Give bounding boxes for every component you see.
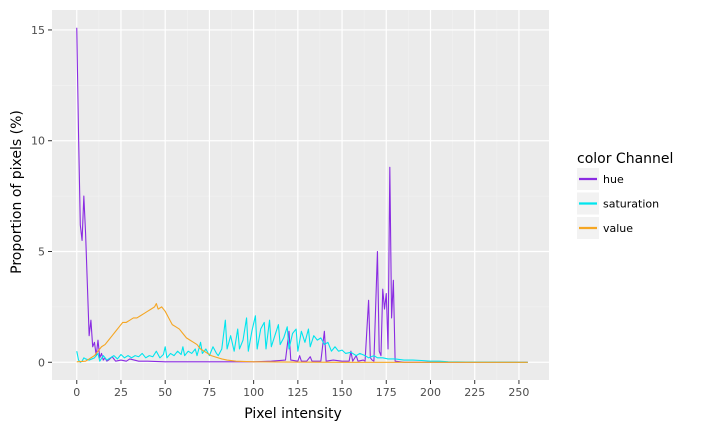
series-line-value — [76, 303, 528, 363]
series-lines — [76, 27, 528, 363]
x-tick-label: 200 — [420, 386, 441, 399]
legend-label-saturation: saturation — [603, 198, 659, 211]
legend-label-value: value — [603, 222, 633, 235]
legend-label-hue: hue — [603, 173, 624, 186]
x-tick-label: 50 — [158, 386, 172, 399]
y-tick-label: 10 — [31, 135, 45, 148]
minor-gridlines — [52, 10, 549, 380]
series-line-saturation — [76, 315, 528, 363]
series-line-hue — [76, 27, 528, 363]
x-tick-label: 225 — [464, 386, 485, 399]
y-tick-label: 15 — [31, 24, 45, 37]
y-tick-label: 0 — [38, 356, 45, 369]
x-tick-label: 0 — [73, 386, 80, 399]
x-tick-label: 25 — [114, 386, 128, 399]
x-tick-label: 150 — [332, 386, 353, 399]
x-axis-title: Pixel intensity — [244, 406, 342, 422]
x-axis-ticks: 0 25 50 75 100 125 150 175 200 225 250 — [73, 380, 529, 399]
y-axis-title: Proportion of pixels (%) — [9, 110, 25, 274]
y-axis-ticks: 0 5 10 15 — [31, 24, 52, 369]
y-tick-label: 5 — [38, 245, 45, 258]
x-tick-label: 175 — [376, 386, 397, 399]
x-tick-label: 75 — [202, 386, 216, 399]
x-tick-label: 250 — [508, 386, 529, 399]
x-tick-label: 125 — [287, 386, 308, 399]
legend-title: color Channel — [577, 151, 673, 167]
x-tick-label: 100 — [243, 386, 264, 399]
legend: color Channel hue saturation value — [577, 151, 673, 239]
